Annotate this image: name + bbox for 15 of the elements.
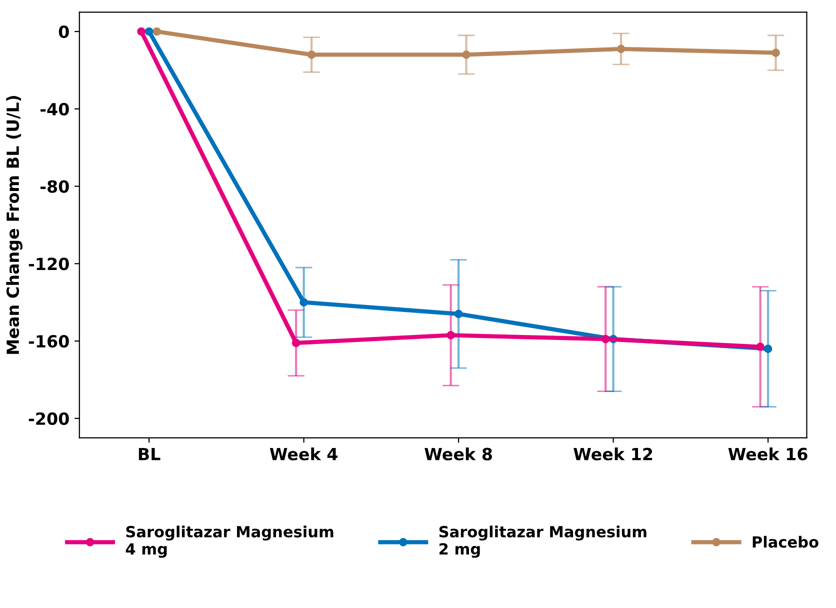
y-tick-label: -80 xyxy=(40,180,69,193)
x-tick-label: Week 12 xyxy=(574,447,652,460)
y-tick-label: -200 xyxy=(28,412,69,425)
y-tick-label: -120 xyxy=(28,258,69,270)
x-tick-label: BL xyxy=(138,448,160,460)
legend-label: Saroglitazar Magnesium 2 mg xyxy=(439,526,646,558)
legend-label: Saroglitazar Magnesium 4 mg xyxy=(126,526,334,558)
y-axis-title: Mean Change From BL (U/L) xyxy=(6,96,22,354)
y-tick-label: -160 xyxy=(28,334,69,348)
legend-label: Placebo xyxy=(752,536,818,548)
x-tick-label: Week 8 xyxy=(424,447,492,460)
y-tick-label: 0 xyxy=(58,25,69,38)
x-tick-label: Week 4 xyxy=(270,447,338,460)
y-tick-label: -40 xyxy=(40,102,69,116)
x-tick-label: Week 16 xyxy=(728,447,808,460)
